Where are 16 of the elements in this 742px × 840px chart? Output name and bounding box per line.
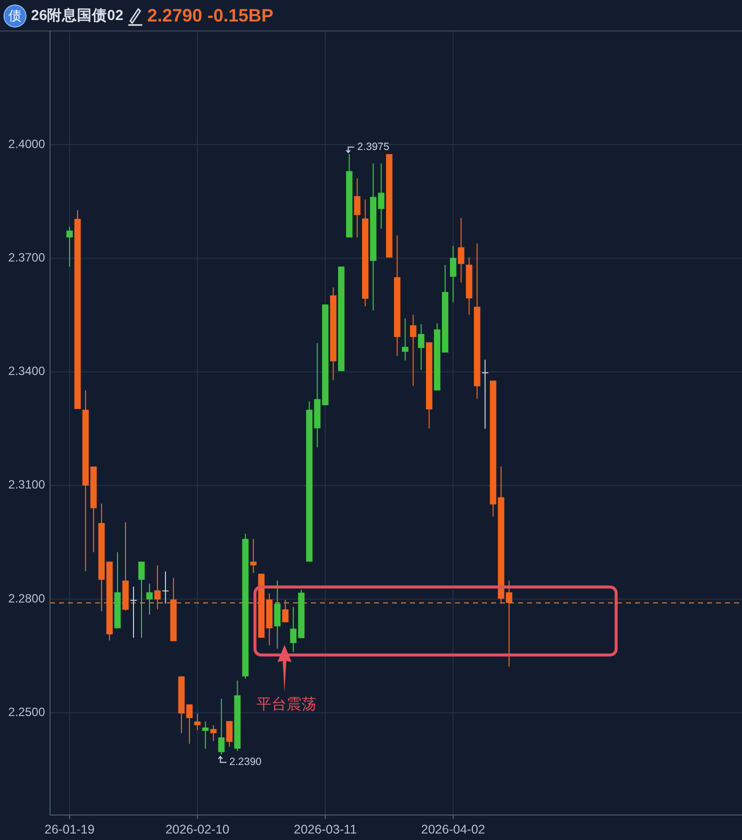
chart-subtitle: 2.2790 -0.15BP	[147, 5, 274, 26]
annotation: 2.3975	[357, 140, 390, 153]
y-tick-label: 2.3400	[8, 364, 46, 378]
annotation: 2.2390	[229, 756, 262, 768]
y-tick-label: 2.3100	[8, 478, 46, 492]
x-tick-label: 26-01-19	[44, 822, 95, 836]
badge: 债	[4, 4, 26, 28]
x-tick-label: 2026-04-02	[421, 822, 486, 836]
x-tick-label: 2026-02-10	[165, 822, 230, 836]
y-tick-label: 2.2500	[8, 704, 46, 719]
y-tick-label: 2.3700	[8, 250, 46, 264]
chart-title: 26附息国债02	[31, 6, 124, 24]
y-tick-label: 2.2800	[8, 591, 46, 606]
annotation: 平台震荡	[256, 696, 317, 713]
x-tick-label: 2026-03-11	[294, 822, 357, 836]
y-tick-label: 2.4000	[8, 136, 46, 151]
